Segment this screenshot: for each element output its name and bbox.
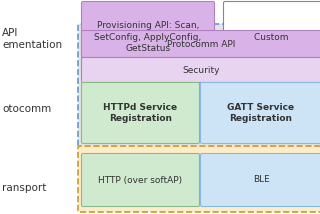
FancyBboxPatch shape bbox=[201, 153, 320, 207]
Text: HTTP (over softAP): HTTP (over softAP) bbox=[99, 175, 183, 184]
Text: ransport: ransport bbox=[2, 183, 46, 193]
Text: Custom: Custom bbox=[254, 33, 291, 42]
FancyBboxPatch shape bbox=[82, 83, 199, 144]
Text: Protocomm API: Protocomm API bbox=[167, 40, 236, 49]
Text: Provisioning API: Scan,
SetConfig, ApplyConfig,
GetStatus: Provisioning API: Scan, SetConfig, Apply… bbox=[94, 21, 202, 53]
Text: BLE: BLE bbox=[252, 175, 269, 184]
FancyBboxPatch shape bbox=[82, 31, 320, 58]
FancyBboxPatch shape bbox=[78, 146, 320, 212]
FancyBboxPatch shape bbox=[78, 24, 320, 148]
Text: GATT Service
Registration: GATT Service Registration bbox=[228, 103, 295, 123]
FancyBboxPatch shape bbox=[223, 1, 320, 73]
Text: Security: Security bbox=[183, 65, 220, 74]
FancyBboxPatch shape bbox=[201, 83, 320, 144]
Text: otocomm: otocomm bbox=[2, 104, 51, 114]
FancyBboxPatch shape bbox=[82, 1, 214, 73]
Text: HTTPd Service
Registration: HTTPd Service Registration bbox=[103, 103, 178, 123]
Text: API
ementation: API ementation bbox=[2, 28, 62, 50]
FancyBboxPatch shape bbox=[82, 58, 320, 83]
FancyBboxPatch shape bbox=[82, 153, 199, 207]
